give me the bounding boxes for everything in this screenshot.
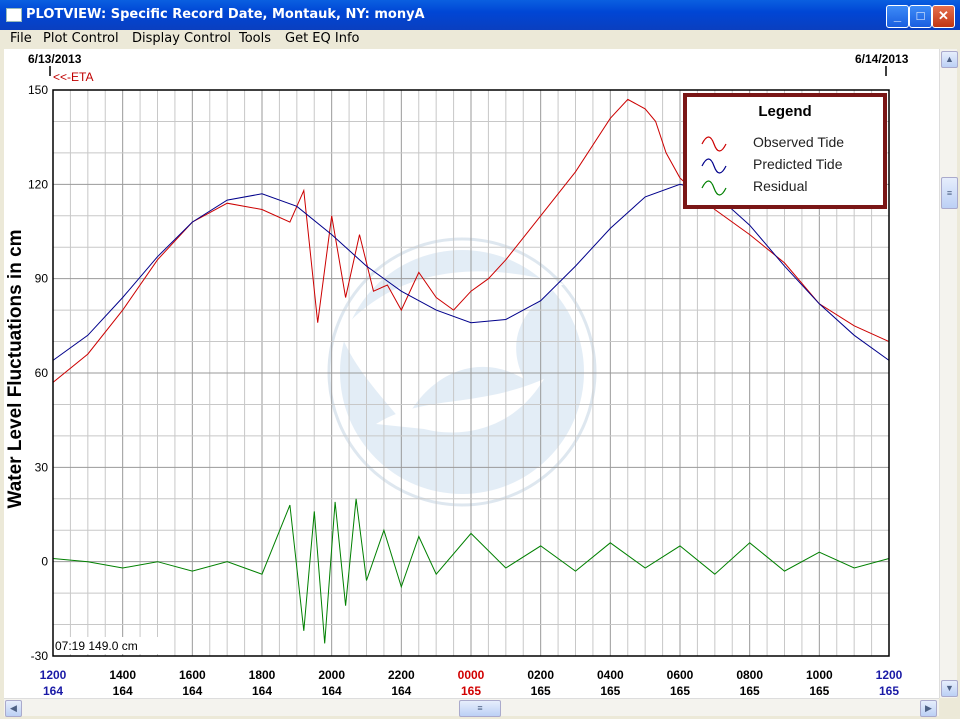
- y-tick-label: 30: [35, 460, 49, 474]
- x-time-label: 1600: [179, 668, 206, 682]
- scroll-down-button[interactable]: ▼: [941, 680, 958, 697]
- menu-get-eq-info[interactable]: Get EQ Info: [285, 31, 360, 46]
- window-title: PLOTVIEW: Specific Record Date, Montauk,…: [26, 7, 425, 22]
- plot-area[interactable]: 6/13/2013 6/14/2013 <<-ETA Water Level F…: [4, 49, 939, 698]
- vertical-scrollbar[interactable]: ▲ ≡ ▼: [939, 49, 958, 698]
- legend-residual-label: Residual: [753, 178, 807, 194]
- menu-file[interactable]: File: [10, 31, 32, 46]
- horizontal-scrollbar[interactable]: ◀ ≡ ▶: [4, 698, 939, 717]
- legend-predicted-label: Predicted Tide: [753, 156, 843, 172]
- plot-frame: [52, 89, 890, 657]
- scrollbar-corner: [939, 698, 956, 715]
- maximize-button[interactable]: □: [909, 5, 932, 28]
- legend-observed-swatch: [701, 136, 727, 152]
- y-tick-label: 120: [28, 177, 48, 191]
- menu-plot-control[interactable]: Plot Control: [43, 31, 119, 46]
- y-tick-label: 150: [28, 83, 48, 97]
- y-tick-label: -30: [31, 649, 49, 663]
- y-tick-label: 90: [35, 272, 49, 286]
- x-time-label: 0600: [667, 668, 694, 682]
- window-titlebar: PLOTVIEW: Specific Record Date, Montauk,…: [0, 0, 960, 30]
- eta-label: <<-ETA: [53, 70, 93, 84]
- cursor-readout: 07:19 149.0 cm: [55, 639, 138, 653]
- legend-residual-swatch: [701, 180, 727, 196]
- x-day-label: 164: [43, 684, 63, 698]
- horizontal-scroll-thumb[interactable]: ≡: [459, 700, 501, 717]
- x-time-label: 1000: [806, 668, 833, 682]
- menu-display-control[interactable]: Display Control: [132, 31, 232, 46]
- x-day-label: 164: [182, 684, 202, 698]
- series-line-2: [52, 183, 890, 361]
- app-icon: [6, 8, 22, 22]
- x-day-label: 164: [113, 684, 133, 698]
- legend-observed-label: Observed Tide: [753, 134, 844, 150]
- x-day-label: 165: [531, 684, 551, 698]
- series-line-3: [52, 498, 890, 644]
- x-day-label: 164: [391, 684, 411, 698]
- x-day-label: 165: [461, 684, 481, 698]
- end-date-label: 6/14/2013: [855, 52, 909, 66]
- x-time-label: 2000: [318, 668, 345, 682]
- scroll-left-button[interactable]: ◀: [5, 700, 22, 717]
- x-time-label: 0800: [736, 668, 763, 682]
- minimize-button[interactable]: _: [886, 5, 909, 28]
- x-day-label: 164: [252, 684, 272, 698]
- vertical-scroll-thumb[interactable]: ≡: [941, 177, 958, 209]
- x-time-label: 0200: [527, 668, 554, 682]
- menu-bar: File Plot Control Display Control Tools …: [0, 30, 960, 49]
- y-axis-title: Water Level Fluctuations in cm: [5, 229, 26, 508]
- legend-predicted-swatch: [701, 158, 727, 174]
- x-time-label: 2200: [388, 668, 415, 682]
- start-date-label: 6/13/2013: [28, 52, 82, 66]
- y-tick-label: 0: [41, 555, 48, 569]
- x-time-label: 1200: [40, 668, 67, 682]
- legend-title: Legend: [758, 103, 811, 120]
- x-time-label: 0000: [458, 668, 485, 682]
- x-day-label: 165: [600, 684, 620, 698]
- x-time-label: 1200: [876, 668, 903, 682]
- x-time-label: 0400: [597, 668, 624, 682]
- close-button[interactable]: ✕: [932, 5, 955, 28]
- legend-box: [683, 93, 887, 209]
- scroll-right-button[interactable]: ▶: [920, 700, 937, 717]
- x-day-label: 165: [740, 684, 760, 698]
- x-day-label: 165: [879, 684, 899, 698]
- x-time-label: 1800: [249, 668, 276, 682]
- x-day-label: 165: [670, 684, 690, 698]
- tide-plot[interactable]: 6/13/2013 6/14/2013 <<-ETA Water Level F…: [4, 49, 939, 698]
- x-time-label: 1400: [109, 668, 136, 682]
- y-tick-label: 60: [35, 366, 49, 380]
- readout-bg: [54, 637, 159, 654]
- legend[interactable]: Legend Observed Tide Predicted Tide Resi…: [683, 93, 887, 209]
- menu-tools[interactable]: Tools: [239, 31, 272, 46]
- x-axis-labels: 1200 164 1400 164 1600 164 1800 164 2000 164 2200 1…: [40, 668, 903, 698]
- x-day-label: 165: [809, 684, 829, 698]
- y-axis-ticks: 150 120 90 60 30 0 -30: [28, 83, 48, 663]
- x-day-label: 164: [322, 684, 342, 698]
- scroll-up-button[interactable]: ▲: [941, 51, 958, 68]
